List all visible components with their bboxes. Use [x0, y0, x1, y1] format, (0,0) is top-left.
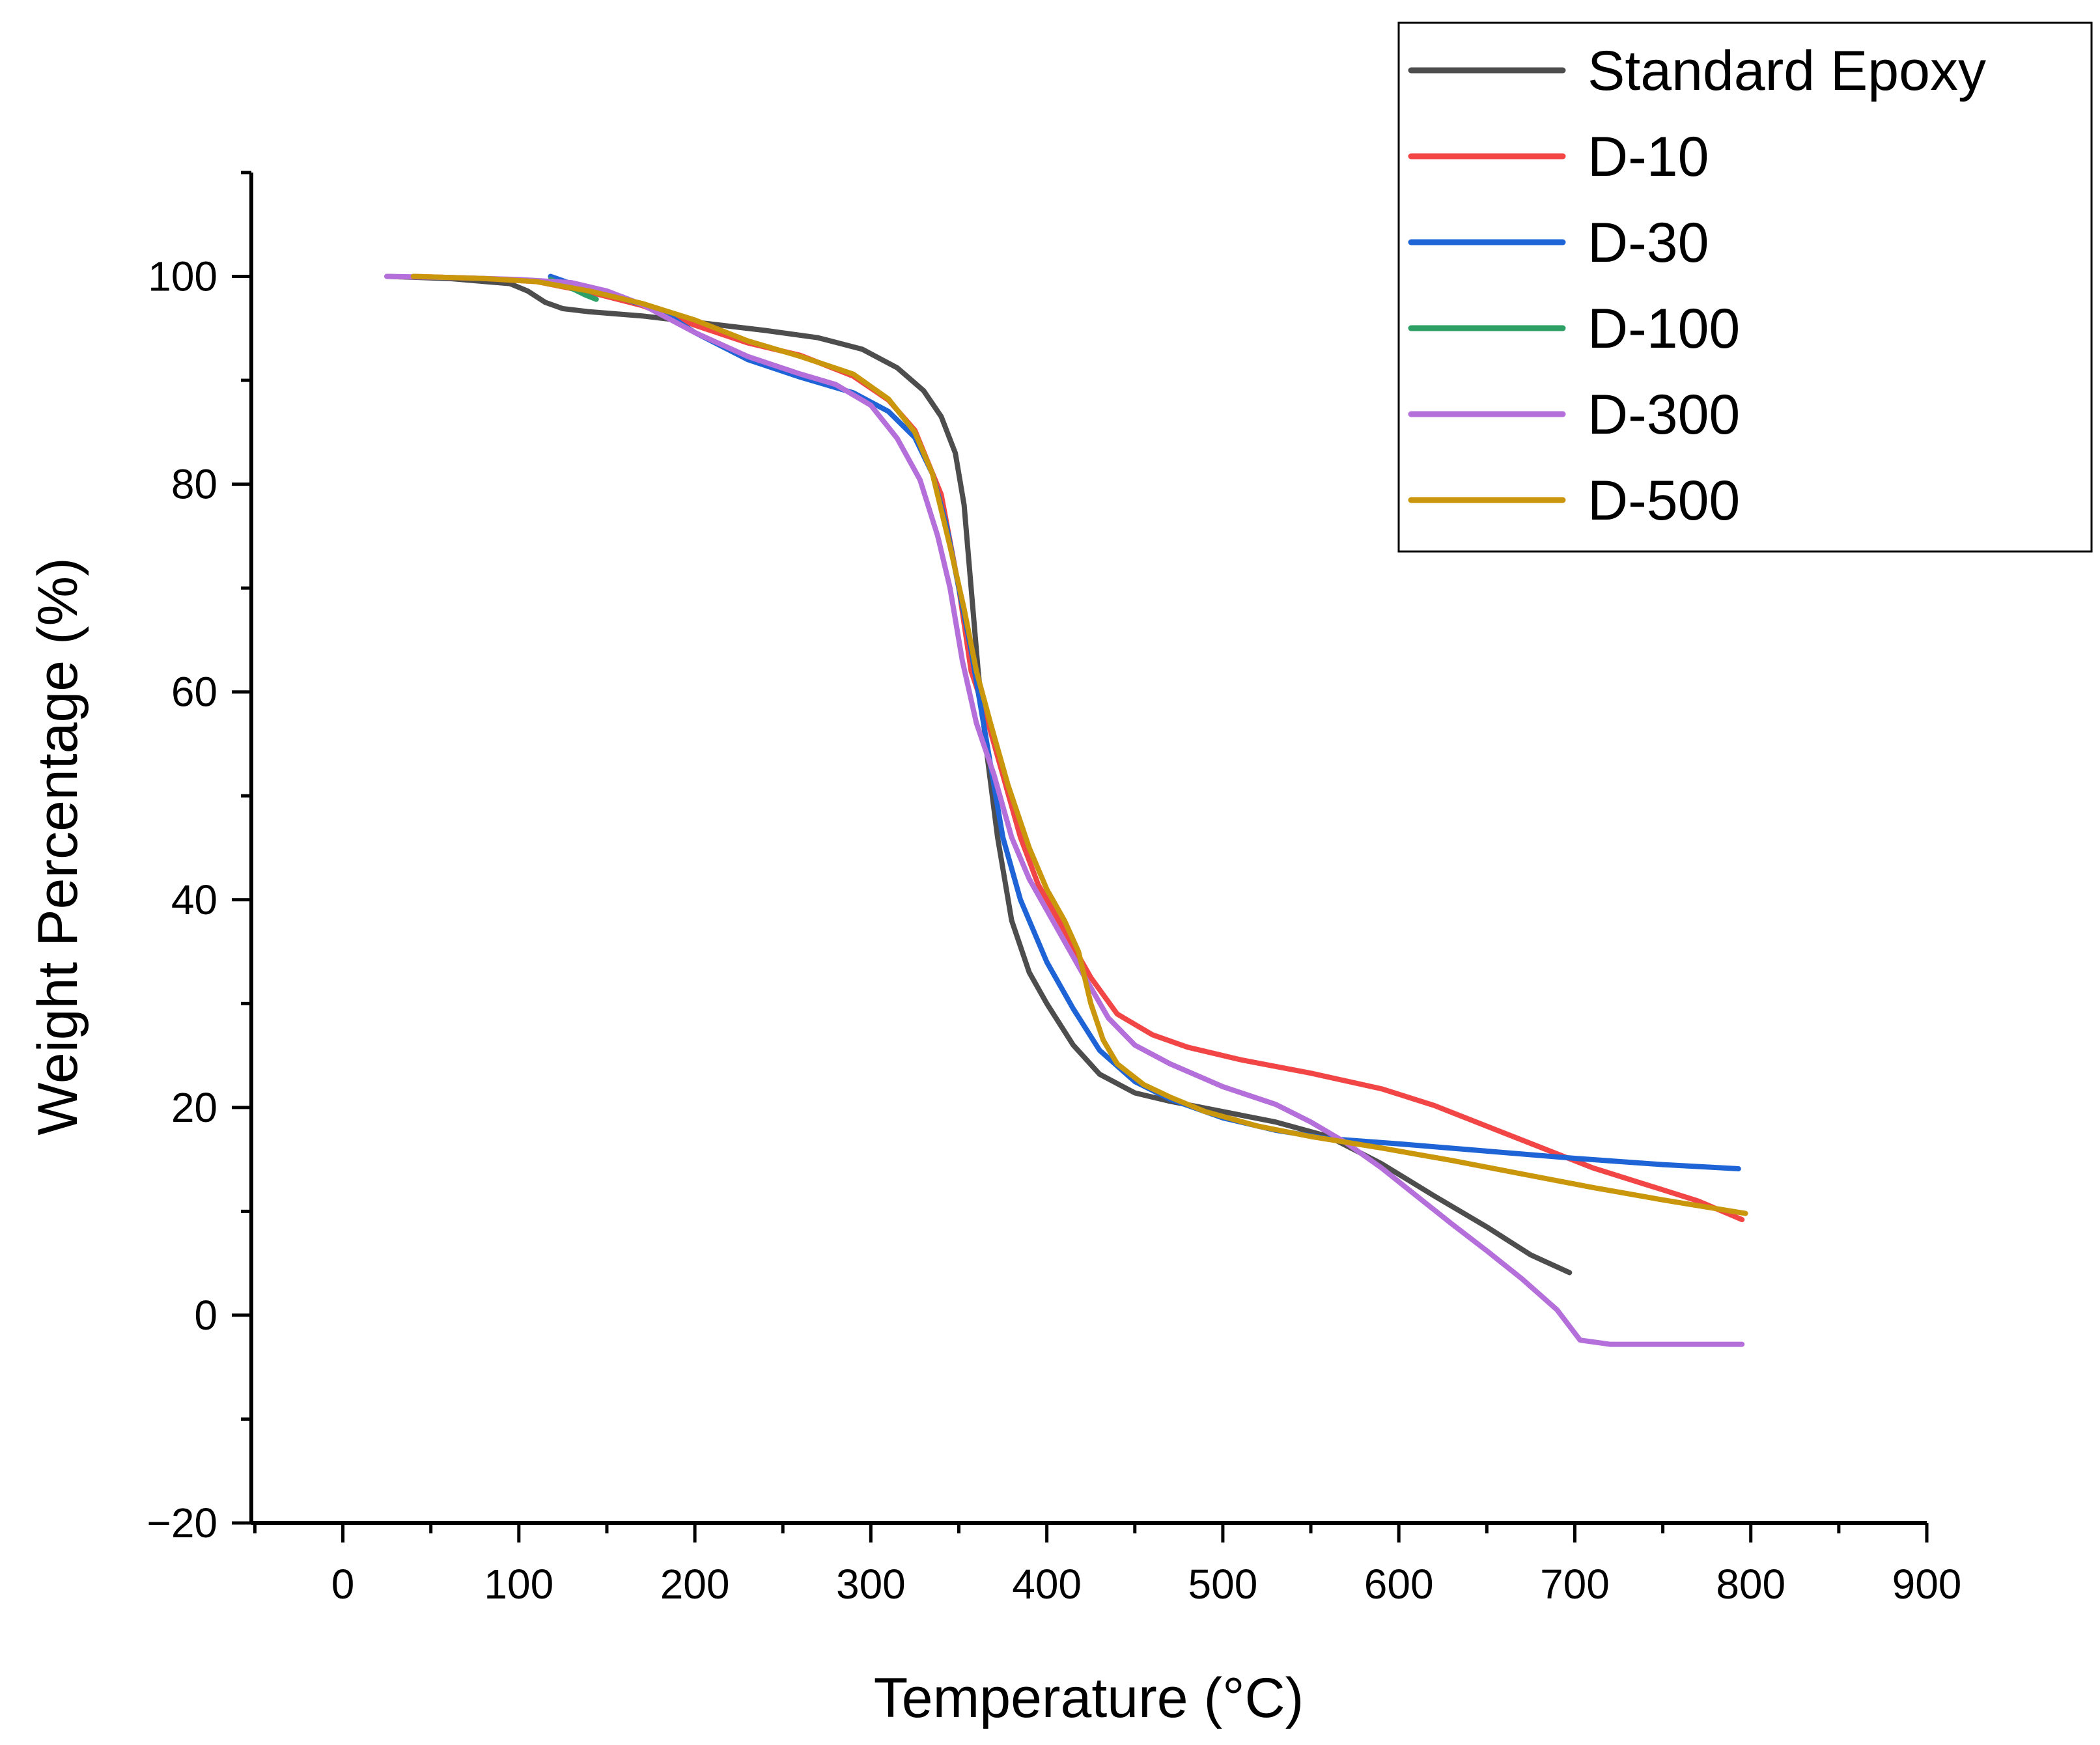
x-axis-title: Temperature (°C) — [874, 1667, 1304, 1729]
y-tick-label: 80 — [171, 461, 217, 508]
series-line-d-500 — [410, 273, 1748, 1216]
legend: Standard Epoxy D-10 D-30 D-100 D-300 D-500 — [1397, 21, 2093, 553]
y-tick-label: 60 — [171, 669, 217, 716]
legend-label-d-10: D-10 — [1588, 126, 1709, 188]
x-ticks: 0 100 200 300 400 500 600 700 800 900 — [253, 1523, 1962, 1608]
y-tick-label: 0 — [194, 1292, 217, 1339]
x-tick-label: 400 — [1012, 1561, 1082, 1608]
x-tick-label: 700 — [1540, 1561, 1610, 1608]
y-tick-label: 20 — [171, 1084, 217, 1131]
x-tick-label: 500 — [1188, 1561, 1258, 1608]
y-tick-label: 100 — [148, 253, 217, 300]
x-tick-label: 900 — [1892, 1561, 1962, 1608]
legend-label-d-30: D-30 — [1588, 212, 1709, 274]
x-tick-label: 300 — [836, 1561, 906, 1608]
series-line-standard-epoxy — [384, 273, 1573, 1276]
x-tick-label: 100 — [484, 1561, 553, 1608]
y-axis-title: Weight Percentage (%) — [27, 557, 89, 1136]
x-tick-label: 200 — [660, 1561, 730, 1608]
x-tick-label: 600 — [1364, 1561, 1434, 1608]
y-tick-label: 40 — [171, 876, 217, 923]
legend-label-standard-epoxy: Standard Epoxy — [1588, 40, 1986, 102]
axes — [249, 173, 1927, 1525]
series-line-d-10 — [410, 273, 1745, 1223]
x-tick-label: 0 — [331, 1561, 355, 1608]
y-tick-label: −20 — [147, 1500, 217, 1546]
legend-label-d-500: D-500 — [1588, 469, 1740, 532]
series-layer — [384, 273, 1748, 1347]
series-line-d-300 — [384, 273, 1745, 1347]
legend-label-d-300: D-300 — [1588, 384, 1740, 446]
x-tick-label: 800 — [1716, 1561, 1785, 1608]
legend-box — [1397, 21, 2093, 553]
y-ticks: −20 0 20 40 60 80 100 — [147, 171, 251, 1546]
legend-items: Standard Epoxy D-10 D-30 D-100 D-300 D-500 — [1408, 40, 1986, 532]
legend-label-d-100: D-100 — [1588, 298, 1740, 360]
